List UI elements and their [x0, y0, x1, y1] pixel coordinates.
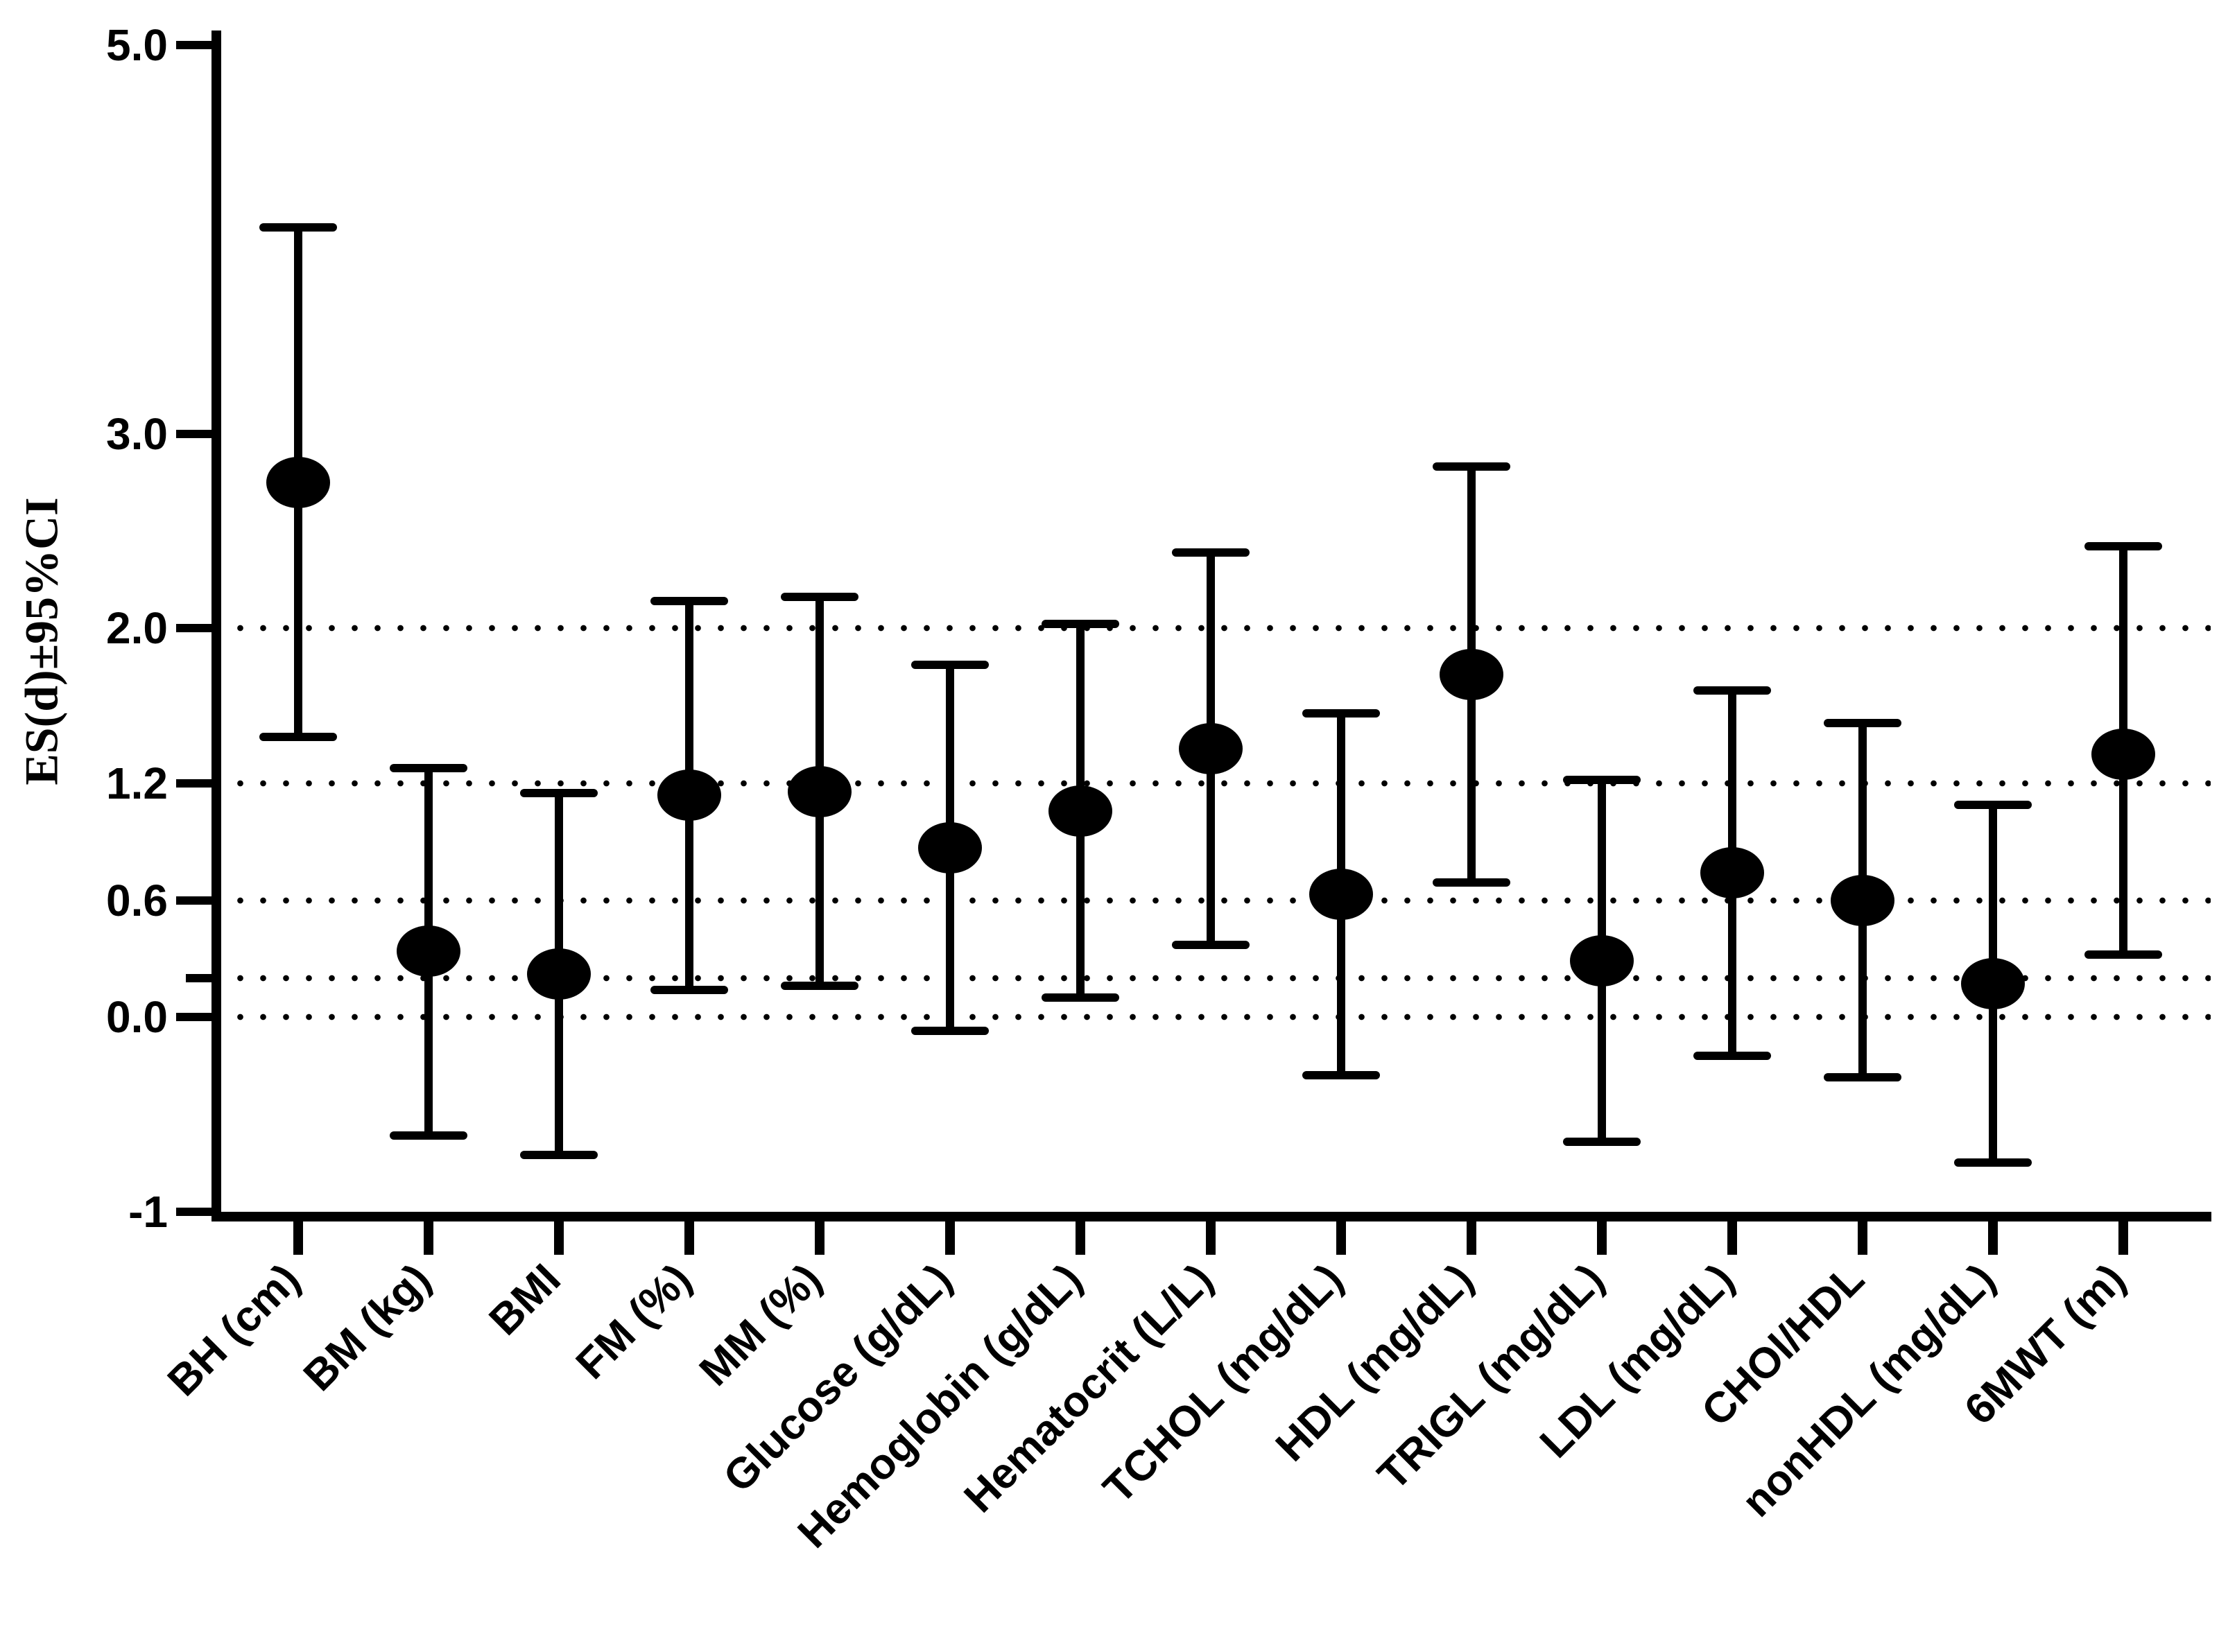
data-point-marker — [1048, 785, 1112, 837]
x-tick — [293, 1221, 303, 1255]
error-bar-cap-bottom — [1824, 1072, 1901, 1081]
y-tick — [176, 1207, 211, 1216]
data-point-marker — [1179, 722, 1243, 774]
x-category-label: Glucose (g/dL) — [714, 1255, 962, 1502]
x-category-label: TCHOL (mg/dL) — [1094, 1255, 1353, 1513]
gridline — [229, 1014, 2211, 1020]
y-tick-label: 0.0 — [106, 992, 168, 1042]
error-bar-cap-bottom — [911, 1026, 989, 1035]
x-tick — [684, 1221, 694, 1255]
x-category-label: FM (%) — [567, 1255, 701, 1389]
error-bar-cap-bottom — [1954, 1158, 2032, 1167]
x-category-label: BMI — [480, 1255, 571, 1345]
data-point-marker — [918, 821, 982, 873]
y-tick-label: 0.6 — [106, 875, 168, 925]
error-bar-cap-top — [1042, 620, 1119, 629]
y-axis-line — [211, 31, 221, 1221]
data-point-marker — [1440, 649, 1503, 701]
error-bar-cap-top — [1824, 719, 1901, 728]
error-bar-cap-bottom — [390, 1131, 467, 1140]
x-category-label: nonHDL (mg/dL) — [1732, 1255, 2005, 1527]
error-bar-cap-bottom — [1563, 1137, 1641, 1146]
error-bar-cap-bottom — [1042, 993, 1119, 1002]
error-bar-cap-bottom — [1693, 1052, 1771, 1061]
error-bar-cap-bottom — [259, 733, 337, 742]
error-bar-cap-bottom — [520, 1151, 598, 1160]
x-tick — [424, 1221, 433, 1255]
x-tick — [945, 1221, 955, 1255]
data-point-marker — [1309, 869, 1373, 921]
error-bar-cap-bottom — [2084, 950, 2162, 959]
x-tick — [1858, 1221, 1867, 1255]
data-point-marker — [266, 456, 330, 508]
error-bar-cap-top — [1433, 462, 1510, 471]
y-tick — [176, 429, 211, 438]
error-bar-cap-bottom — [781, 982, 858, 991]
x-tick — [1597, 1221, 1607, 1255]
data-point-marker — [1570, 934, 1634, 986]
error-bar-cap-top — [390, 763, 467, 772]
error-bar-cap-bottom — [1433, 878, 1510, 887]
y-tick — [176, 624, 211, 632]
x-tick — [2118, 1221, 2128, 1255]
x-tick — [1336, 1221, 1346, 1255]
x-tick — [815, 1221, 824, 1255]
gridline — [229, 625, 2211, 632]
y-tick — [186, 973, 211, 982]
y-tick-label: 3.0 — [106, 408, 168, 459]
error-bar-cap-bottom — [1172, 941, 1250, 950]
y-tick — [176, 779, 211, 788]
y-tick-label: 2.0 — [106, 603, 168, 653]
y-tick — [176, 1013, 211, 1021]
error-bar-cap-top — [1302, 709, 1380, 718]
error-bar-cap-top — [520, 789, 598, 798]
x-tick — [1727, 1221, 1737, 1255]
error-bar-cap-top — [781, 593, 858, 602]
gridline — [229, 974, 2211, 982]
error-bar-cap-bottom — [650, 985, 728, 994]
data-point-marker — [788, 765, 852, 817]
x-tick — [554, 1221, 564, 1255]
error-bar-cap-top — [1172, 548, 1250, 557]
x-category-label: TRIGL (mg/dL) — [1368, 1255, 1614, 1499]
error-bar-cap-top — [2084, 542, 2162, 551]
x-tick — [1076, 1221, 1085, 1255]
x-tick — [1206, 1221, 1216, 1255]
gridline — [229, 896, 2211, 904]
data-point-marker — [1961, 958, 2025, 1010]
data-point-marker — [397, 925, 460, 977]
y-tick-label: -1 — [128, 1186, 168, 1237]
x-category-label: BM (kg) — [294, 1255, 440, 1400]
x-axis-line — [211, 1212, 2211, 1221]
x-category-label: Hematocrit (L/L) — [955, 1255, 1223, 1522]
x-tick — [1467, 1221, 1476, 1255]
data-point-marker — [1831, 874, 1894, 926]
y-tick — [176, 896, 211, 905]
error-bar-cap-bottom — [1302, 1071, 1380, 1080]
error-bar-cap-top — [259, 223, 337, 232]
y-tick-label: 5.0 — [106, 19, 168, 70]
error-bar-cap-top — [1563, 775, 1641, 784]
data-point-marker — [2091, 729, 2155, 781]
gridline — [229, 780, 2211, 788]
error-bar-cap-top — [1693, 686, 1771, 695]
data-point-marker — [657, 770, 721, 821]
error-bar-cap-top — [911, 661, 989, 670]
data-point-marker — [527, 948, 591, 1000]
x-tick — [1988, 1221, 1998, 1255]
data-point-marker — [1700, 847, 1764, 899]
y-tick-label: 1.2 — [106, 758, 168, 809]
y-tick — [176, 40, 211, 49]
x-category-label: BH (cm) — [159, 1255, 310, 1406]
error-bar-cap-top — [1954, 801, 2032, 810]
error-bar-cap-top — [650, 596, 728, 605]
